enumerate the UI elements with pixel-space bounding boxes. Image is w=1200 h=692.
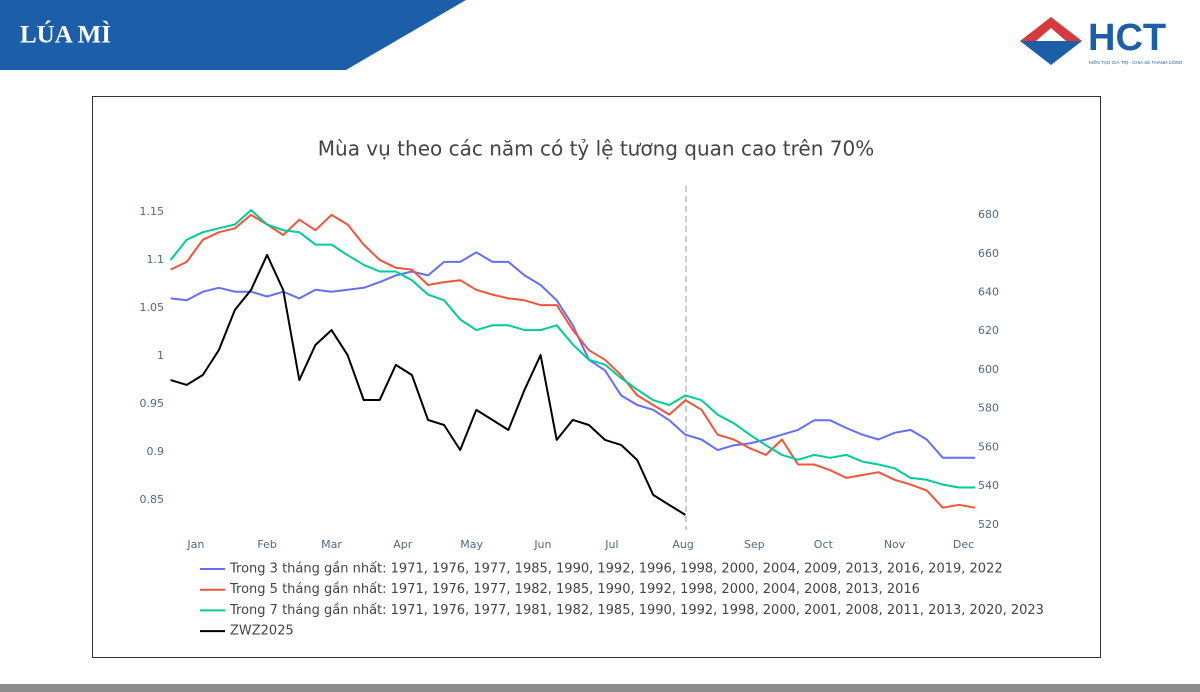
logo-bottom: [1020, 41, 1082, 65]
y2-tick-label: 620: [978, 324, 999, 337]
chart-title: Mùa vụ theo các năm có tỷ lệ tương quan …: [318, 137, 874, 161]
x-tick-label: May: [460, 538, 483, 551]
logo-text: HCT: [1088, 17, 1166, 59]
header-title: LÚA MÌ: [20, 21, 111, 49]
y-tick-label: 0.95: [140, 397, 165, 410]
series-line: [170, 251, 975, 459]
x-tick-label: Apr: [393, 538, 413, 551]
y2-tick-label: 560: [978, 440, 999, 453]
series-line: [170, 253, 686, 516]
x-tick-label: Sep: [744, 538, 765, 551]
y2-tick-label: 580: [978, 402, 999, 415]
y-tick-label: 1.1: [147, 253, 165, 266]
header-banner: [0, 0, 466, 70]
logo: HCT KIẾN TẠO GIÁ TRỊ - CHIA SẺ THÀNH CÔN…: [1020, 17, 1183, 65]
x-tick-label: Dec: [953, 538, 974, 551]
y-tick-label: 1.05: [140, 301, 165, 314]
y-tick-label: 0.9: [147, 445, 165, 458]
y2-tick-label: 660: [978, 247, 999, 260]
legend-label: Trong 7 tháng gần nhất: 1971, 1976, 1977…: [229, 603, 1044, 618]
y2-tick-label: 520: [978, 518, 999, 531]
y2-tick-label: 640: [978, 286, 999, 299]
x-tick-label: Nov: [884, 538, 906, 551]
x-tick-label: Feb: [257, 538, 276, 551]
x-tick-label: Jun: [533, 538, 551, 551]
legend-label: Trong 3 tháng gần nhất: 1971, 1976, 1977…: [229, 562, 1003, 577]
y2-tick-label: 600: [978, 363, 999, 376]
y-tick-label: 1: [157, 349, 164, 362]
logo-tagline: KIẾN TẠO GIÁ TRỊ - CHIA SẺ THÀNH CÔNG: [1089, 59, 1183, 65]
series-line: [170, 213, 976, 509]
chart-frame: [92, 96, 1101, 658]
y-tick-label: 1.15: [140, 205, 165, 218]
series-line: [169, 209, 975, 489]
y2-tick-label: 540: [978, 479, 999, 492]
logo-inner: [1036, 28, 1066, 41]
x-tick-label: Jan: [186, 538, 204, 551]
x-tick-label: Jul: [604, 538, 618, 551]
x-tick-label: Mar: [321, 538, 342, 551]
x-tick-label: Oct: [814, 538, 834, 551]
legend-label: ZWZ2025: [230, 624, 294, 639]
footer-bar: [0, 684, 1200, 692]
x-tick-label: Aug: [672, 538, 693, 551]
legend-label: Trong 5 tháng gần nhất: 1971, 1976, 1977…: [229, 582, 920, 597]
y-tick-label: 0.85: [140, 493, 165, 506]
y2-tick-label: 680: [978, 208, 999, 221]
